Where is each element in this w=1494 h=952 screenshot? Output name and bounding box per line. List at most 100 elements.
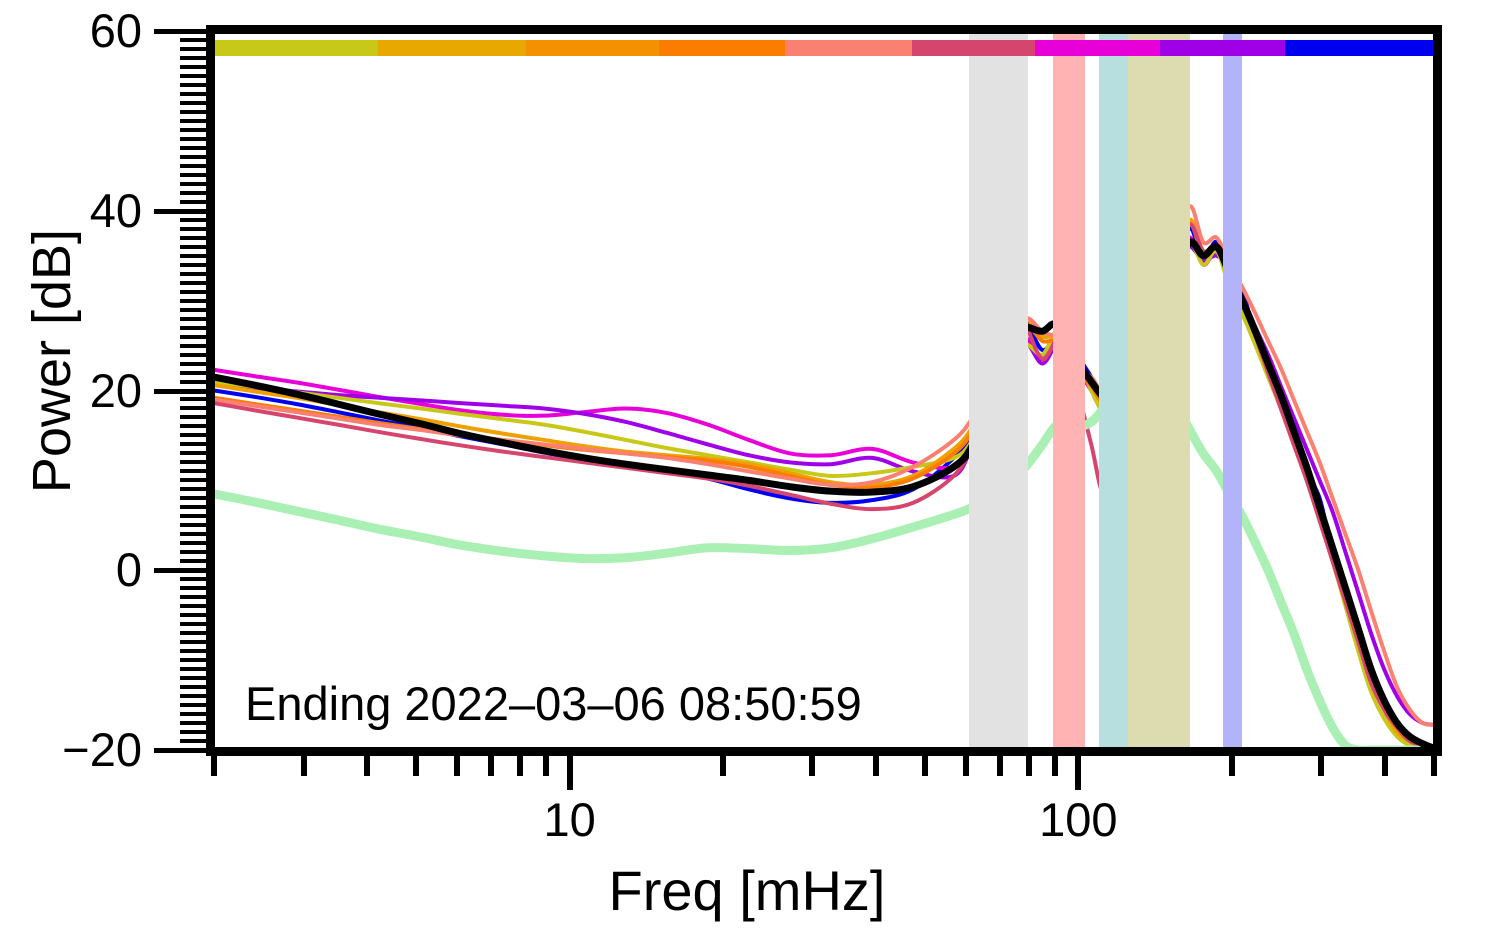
colorbar-segment-band-8 [1160,40,1286,56]
y-tick-minor [180,271,206,276]
x-tick-minor [543,756,550,776]
y-tick-minor [180,487,206,492]
y-tick-minor [180,577,206,582]
axis-spine-top [206,25,1442,34]
x-tick-minor [413,756,420,776]
y-tick-minor [180,586,206,591]
y-tick-minor [180,604,206,609]
y-tick-minor [180,37,206,42]
band-region-gray [969,31,1028,750]
plot-area [214,31,1434,750]
x-tick-minor [719,756,726,776]
frequency-band-colorbar [214,40,1434,56]
y-tick-minor [180,316,206,321]
band-region-teal [1099,31,1128,750]
y-tick-minor [180,703,206,708]
y-tick-minor [180,496,206,501]
y-tick-minor [180,415,206,420]
y-tick-minor [180,199,206,204]
x-tick-minor [1052,756,1059,776]
y-tick-minor [180,640,206,645]
y-tick-minor [180,379,206,384]
x-tick-minor [1228,756,1235,776]
y-tick-minor [180,172,206,177]
y-tick-minor [180,667,206,672]
y-tick-minor [180,145,206,150]
x-tick-minor [1026,756,1033,776]
axis-spine-bottom [206,747,1442,756]
y-tick-major [154,388,206,394]
y-tick-minor [180,82,206,87]
y-tick-minor [180,451,206,456]
y-tick-minor [180,649,206,654]
y-tick-minor [180,532,206,537]
y-tick-minor [180,280,206,285]
y-tick-minor [180,685,206,690]
y-tick-minor [180,595,206,600]
y-tick-minor [180,55,206,60]
y-tick-minor [180,244,206,249]
colorbar-segment-band-1 [214,40,378,56]
y-tick-minor [180,478,206,483]
y-tick-minor [180,217,206,222]
band-region-khaki [1127,31,1191,750]
y-tick-minor [180,514,206,519]
y-tick-minor [180,73,206,78]
y-tick-minor [180,109,206,114]
axis-spine-right [1433,25,1442,756]
y-tick-minor [180,190,206,195]
y-tick-minor [180,739,206,743]
y-tick-minor [180,433,206,438]
y-tick-minor [180,370,206,375]
x-tick-minor [517,756,524,776]
y-tick-minor [180,712,206,717]
y-tick-minor [180,64,206,69]
x-tick-minor [962,756,969,776]
y-tick-label: 20 [89,363,142,417]
y-tick-minor [180,343,206,348]
y-tick-minor [180,163,206,168]
x-tick-minor [300,756,307,776]
x-tick-minor [211,756,217,776]
x-tick-minor [1381,756,1388,776]
y-tick-minor [180,631,206,636]
y-tick-minor [180,442,206,447]
colorbar-segment-band-7 [1034,40,1161,56]
y-tick-minor [180,550,206,555]
y-tick-minor [180,154,206,159]
ending-timestamp-annotation: Ending 2022‒03‒06 08:50:59 [245,677,862,730]
y-tick-minor [180,46,206,51]
y-tick-minor [180,694,206,699]
y-tick-minor [180,658,206,663]
y-tick-minor [180,424,206,429]
colorbar-segment-band-9 [1285,40,1434,56]
y-tick-minor [180,469,206,474]
y-tick-label: 60 [89,4,142,57]
y-tick-minor [180,730,206,735]
y-tick-major [154,568,206,574]
y-tick-minor [180,181,206,186]
y-tick-minor [180,334,206,339]
y-tick-major [154,748,206,753]
colorbar-segment-band-2 [377,40,526,56]
x-tick-major [1075,756,1082,790]
x-tick-label: 10 [543,793,596,846]
y-tick-minor [180,118,206,123]
x-tick-minor [872,756,879,776]
x-axis-title: Freq [mHz] [608,859,886,922]
y-tick-minor [180,361,206,366]
y-tick-minor [180,352,206,357]
y-tick-minor [180,100,206,105]
y-tick-label: 0 [115,543,142,597]
y-tick-minor [180,622,206,627]
y-tick-minor [180,406,206,411]
colorbar-segment-band-6 [911,40,1035,56]
y-tick-minor [180,289,206,294]
colorbar-segment-band-4 [659,40,785,56]
x-tick-label: 100 [1039,793,1118,846]
y-tick-minor [180,235,206,240]
y-tick-minor [180,676,206,681]
x-tick-minor [487,756,494,776]
y-tick-label: 40 [89,183,142,237]
